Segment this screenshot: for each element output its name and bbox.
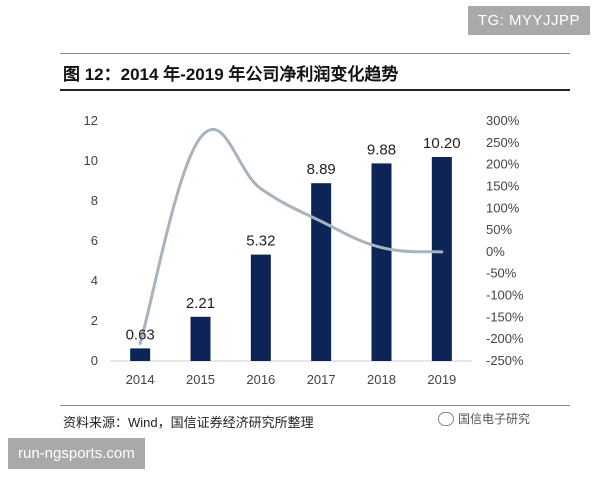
y-tick-label: 0 [91, 353, 98, 368]
y2-tick-label: 200% [486, 157, 520, 172]
bar [130, 348, 151, 361]
y2-tick-label: -250% [486, 353, 524, 368]
y-tick-label: 12 [84, 113, 98, 128]
data-label: 9.88 [367, 141, 396, 158]
y-tick-label: 4 [91, 273, 98, 288]
wechat-icon [438, 411, 454, 426]
y2-tick-label: -50% [486, 266, 517, 281]
data-label: 8.89 [307, 161, 336, 178]
y2-tick-label: 150% [486, 178, 520, 193]
title-bottom-rule [60, 89, 570, 91]
growth-line [138, 127, 444, 346]
y2-tick-label: -150% [486, 309, 524, 324]
data-label: 5.32 [246, 233, 275, 250]
bar [250, 254, 271, 361]
chart: 0 2 4 6 8 10 12 300% 250% 200% 150% 100% 50% 0% -50% -1… [84, 113, 524, 387]
watermark-badge: TG: MYYJJPP [467, 6, 590, 35]
x-tick-label: 2016 [246, 372, 275, 387]
y2-tick-label: 0% [486, 244, 505, 259]
bar [371, 163, 392, 361]
site-watermark: run-ngsports.com [8, 438, 145, 469]
source-rule [60, 405, 570, 406]
bar [190, 316, 211, 361]
data-label: 2.21 [186, 295, 215, 312]
y2-tick-label: -200% [486, 331, 524, 346]
bar [311, 183, 332, 361]
x-tick-label: 2018 [367, 372, 396, 387]
y-tick-label: 10 [84, 153, 98, 168]
y2-tick-label: 100% [486, 200, 520, 215]
x-tick-label: 2014 [126, 372, 155, 387]
source-note: 资料来源：Wind，国信证券经济研究所整理 [63, 415, 314, 430]
y2-tick-label: 300% [486, 113, 520, 128]
brand-mark: 国信电子研究 [438, 410, 530, 427]
x-tick-label: 2019 [427, 372, 456, 387]
y-tick-label: 6 [91, 233, 98, 248]
brand-label: 国信电子研究 [458, 412, 531, 426]
y2-tick-label: -100% [486, 288, 524, 303]
data-label: 0.63 [126, 326, 155, 343]
y2-tick-label: 250% [486, 135, 520, 150]
title-top-rule [60, 53, 570, 54]
y2-tick-label: 50% [486, 222, 512, 237]
figure-title: 图 12：2014 年-2019 年公司净利润变化趋势 [63, 65, 399, 84]
x-tick-label: 2015 [186, 372, 215, 387]
y-tick-label: 8 [91, 193, 98, 208]
y-tick-label: 2 [91, 313, 98, 328]
data-label: 10.20 [423, 135, 461, 152]
bar [431, 157, 452, 361]
x-tick-label: 2017 [307, 372, 336, 387]
